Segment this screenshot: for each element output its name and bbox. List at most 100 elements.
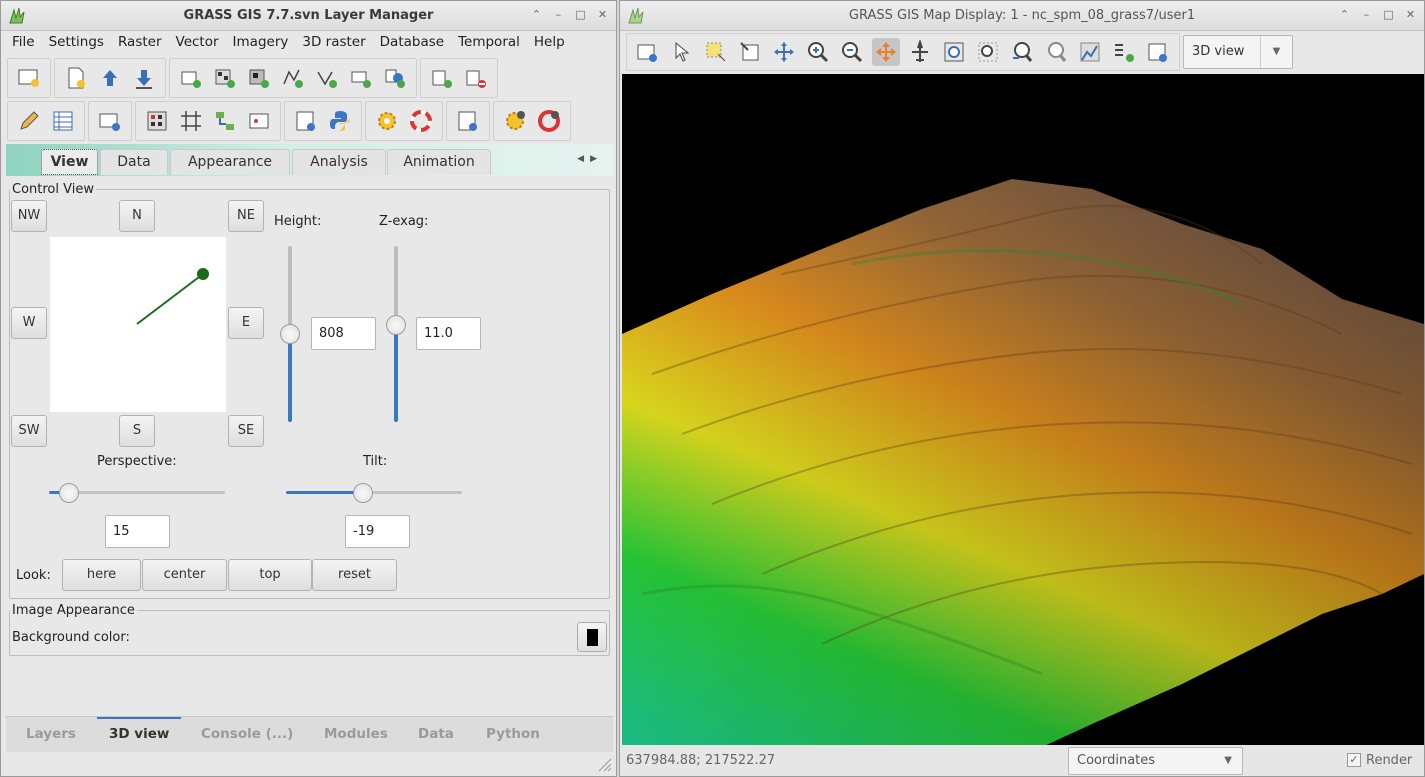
perspective-slider-knob[interactable] (59, 483, 79, 503)
tab-animation[interactable]: Animation (387, 149, 491, 175)
grid-icon[interactable] (177, 107, 205, 135)
view-mode-select[interactable]: 3D view ▼ (1183, 35, 1293, 69)
menu-raster[interactable]: Raster (117, 34, 162, 50)
resize-grip-icon[interactable] (596, 756, 612, 772)
bottom-tab-console[interactable]: Console (...) (201, 726, 294, 742)
sw-button[interactable]: SW (11, 415, 47, 447)
height-input[interactable]: 808 (311, 317, 376, 350)
remove-layer-icon[interactable] (462, 64, 490, 92)
nw-button[interactable]: NW (11, 200, 47, 232)
height-slider-knob[interactable] (280, 324, 300, 344)
tilt-slider-knob[interactable] (353, 483, 373, 503)
save-display-icon[interactable] (1144, 38, 1172, 66)
chevron-down-icon[interactable]: ▼ (1224, 755, 1232, 766)
zoom-extent-icon[interactable] (940, 38, 968, 66)
nviz-help-icon[interactable] (535, 107, 563, 135)
menu-temporal[interactable]: Temporal (458, 34, 520, 50)
zoom-in-icon[interactable] (804, 38, 832, 66)
look-here-button[interactable]: here (62, 559, 141, 591)
close-icon[interactable]: ✕ (1405, 8, 1416, 21)
pointer-icon[interactable] (668, 38, 696, 66)
settings-gear-icon[interactable] (373, 107, 401, 135)
shade-icon[interactable]: ⌃ (1339, 8, 1350, 21)
open-workspace-icon[interactable] (96, 64, 124, 92)
bottom-tab-layers[interactable]: Layers (26, 726, 76, 742)
new-workspace-icon[interactable] (62, 64, 90, 92)
minimize-icon[interactable]: – (1363, 8, 1370, 21)
menu-file[interactable]: File (12, 34, 35, 50)
height-slider-track[interactable] (288, 246, 292, 334)
calculator-icon[interactable] (143, 107, 171, 135)
minimize-icon[interactable]: – (555, 8, 562, 21)
save-workspace-icon[interactable] (130, 64, 158, 92)
tab-analysis[interactable]: Analysis (292, 149, 386, 175)
zoom-menu-icon[interactable] (1042, 38, 1070, 66)
map-display-icon[interactable] (96, 107, 124, 135)
add-vector-icon[interactable] (279, 64, 307, 92)
add-raster-group-icon[interactable] (245, 64, 273, 92)
w-button[interactable]: W (11, 307, 47, 339)
render-map-icon[interactable] (634, 38, 662, 66)
georectify-icon[interactable] (245, 107, 273, 135)
decoration-icon[interactable] (1110, 38, 1138, 66)
s-button[interactable]: S (119, 415, 155, 447)
tab-scroll-arrows-icon[interactable]: ◀▶ (577, 154, 603, 164)
menu-3d-raster[interactable]: 3D raster (302, 34, 366, 50)
look-center-button[interactable]: center (142, 559, 227, 591)
script-icon[interactable] (292, 107, 320, 135)
add-web-service-icon[interactable] (381, 64, 409, 92)
bottom-tab-python[interactable]: Python (486, 726, 540, 742)
analyze-icon[interactable] (1076, 38, 1104, 66)
new-map-display-icon[interactable] (15, 64, 43, 92)
tilt-input[interactable]: -19 (345, 515, 410, 548)
view-position-canvas[interactable] (50, 237, 226, 412)
nviz-settings-gear-icon[interactable] (501, 107, 529, 135)
menu-help[interactable]: Help (533, 34, 565, 50)
zoom-out-icon[interactable] (838, 38, 866, 66)
zexag-slider-knob[interactable] (386, 315, 406, 335)
menu-settings[interactable]: Settings (48, 34, 104, 50)
perspective-slider-track[interactable] (49, 491, 225, 494)
maximize-icon[interactable]: □ (1383, 8, 1394, 21)
layer-manager-titlebar[interactable]: GRASS GIS 7.7.svn Layer Manager ⌃ – □ ✕ (1, 1, 616, 31)
render-checkbox[interactable]: ✓ (1347, 753, 1361, 767)
se-button[interactable]: SE (228, 415, 264, 447)
bottom-tab-modules[interactable]: Modules (324, 726, 388, 742)
bottom-tab-data[interactable]: Data (418, 726, 454, 742)
help-lifebuoy-icon[interactable] (407, 107, 435, 135)
tab-data[interactable]: Data (100, 149, 168, 175)
pan-icon[interactable] (770, 38, 798, 66)
look-reset-button[interactable]: reset (312, 559, 397, 591)
maximize-icon[interactable]: □ (575, 8, 586, 21)
bottom-tab-3d-view[interactable]: 3D view (109, 726, 170, 742)
n-button[interactable]: N (119, 200, 155, 232)
add-group-icon[interactable] (428, 64, 456, 92)
fly-through-icon[interactable] (906, 38, 934, 66)
perspective-input[interactable]: 15 (105, 515, 170, 548)
attribute-table-icon[interactable] (49, 107, 77, 135)
menu-vector[interactable]: Vector (175, 34, 219, 50)
ne-button[interactable]: NE (228, 200, 264, 232)
python-icon[interactable] (326, 107, 354, 135)
statusbar-mode-select[interactable]: Coordinates ▼ (1068, 747, 1243, 775)
add-vector-misc-icon[interactable] (313, 64, 341, 92)
zoom-region-icon[interactable] (974, 38, 1002, 66)
close-icon[interactable]: ✕ (597, 8, 608, 21)
view-position-handle[interactable] (197, 268, 209, 280)
zoom-back-icon[interactable] (1008, 38, 1036, 66)
shade-icon[interactable]: ⌃ (531, 8, 542, 21)
menu-database[interactable]: Database (379, 34, 445, 50)
rotate-icon[interactable] (872, 38, 900, 66)
zexag-slider-track[interactable] (394, 246, 398, 324)
map-display-titlebar[interactable]: GRASS GIS Map Display: 1 - nc_spm_08_gra… (620, 1, 1424, 31)
map-3d-canvas[interactable] (622, 74, 1424, 747)
menu-imagery[interactable]: Imagery (232, 34, 289, 50)
add-overlay-icon[interactable] (347, 64, 375, 92)
add-raster-icon[interactable] (177, 64, 205, 92)
add-raster-misc-icon[interactable] (211, 64, 239, 92)
tab-view[interactable]: View (41, 149, 98, 175)
e-button[interactable]: E (228, 307, 264, 339)
tab-appearance[interactable]: Appearance (170, 149, 290, 175)
map-settings-icon[interactable] (454, 107, 482, 135)
zexag-input[interactable]: 11.0 (416, 317, 481, 350)
